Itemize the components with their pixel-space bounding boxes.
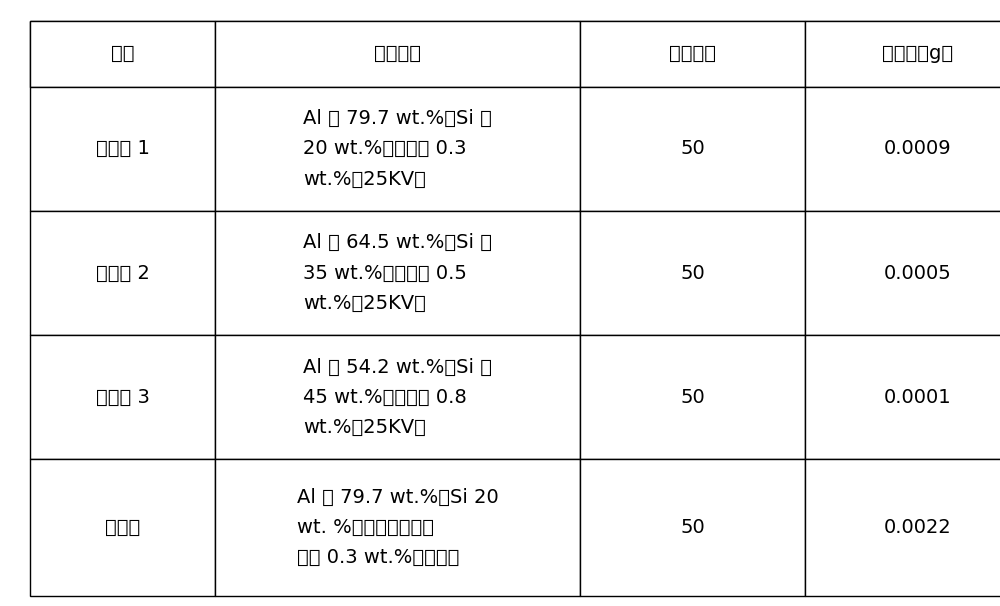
Text: 50: 50 xyxy=(680,388,705,407)
Text: 50: 50 xyxy=(680,518,705,537)
Text: 对比例: 对比例 xyxy=(105,518,140,537)
Text: 50: 50 xyxy=(680,139,705,158)
Bar xyxy=(215,459,580,596)
Bar xyxy=(30,335,215,459)
Bar xyxy=(580,211,805,335)
Bar xyxy=(580,87,805,211)
Bar xyxy=(805,459,1000,596)
Bar xyxy=(805,87,1000,211)
Bar xyxy=(215,335,580,459)
Bar xyxy=(580,335,805,459)
Bar xyxy=(30,21,215,87)
Bar xyxy=(580,21,805,87)
Text: 0.0005: 0.0005 xyxy=(884,264,951,282)
Bar xyxy=(30,211,215,335)
Text: Al 粉 79.7 wt.%，Si 粉
20 wt.%，氧化铈 0.3
wt.%（25KV）: Al 粉 79.7 wt.%，Si 粉 20 wt.%，氧化铈 0.3 wt.%… xyxy=(303,109,492,188)
Bar xyxy=(215,211,580,335)
Bar xyxy=(805,335,1000,459)
Text: 50: 50 xyxy=(680,264,705,282)
Text: Al 粉 64.5 wt.%，Si 粉
35 wt.%，氧化镧 0.5
wt.%（25KV）: Al 粉 64.5 wt.%，Si 粉 35 wt.%，氧化镧 0.5 wt.%… xyxy=(303,233,492,313)
Bar xyxy=(30,459,215,596)
Bar xyxy=(30,21,1000,87)
Text: 实施例 2: 实施例 2 xyxy=(96,264,149,282)
Text: 实施例 3: 实施例 3 xyxy=(96,388,149,407)
Text: Al 粉 54.2 wt.%，Si 粉
45 wt.%，氧化钇 0.8
wt.%（25KV）: Al 粉 54.2 wt.%，Si 粉 45 wt.%，氧化钇 0.8 wt.%… xyxy=(303,358,492,437)
Text: 实施例 1: 实施例 1 xyxy=(96,139,149,158)
Bar xyxy=(805,21,1000,87)
Text: 0.0009: 0.0009 xyxy=(884,139,951,158)
Bar xyxy=(215,21,580,87)
Bar xyxy=(215,87,580,211)
Bar xyxy=(805,211,1000,335)
Text: 磨损量（g）: 磨损量（g） xyxy=(882,44,953,64)
Bar xyxy=(580,459,805,596)
Text: 0.0022: 0.0022 xyxy=(884,518,951,537)
Text: Al 块 79.7 wt.%，Si 20
wt. %（工业硅），稀
土钇 0.3 wt.%（钇块）: Al 块 79.7 wt.%，Si 20 wt. %（工业硅），稀 土钇 0.3… xyxy=(297,488,498,567)
Text: 原料成分: 原料成分 xyxy=(374,44,421,64)
Bar xyxy=(30,87,215,211)
Text: 0.0001: 0.0001 xyxy=(884,388,951,407)
Text: 案例: 案例 xyxy=(111,44,134,64)
Text: 脉冲次数: 脉冲次数 xyxy=(669,44,716,64)
